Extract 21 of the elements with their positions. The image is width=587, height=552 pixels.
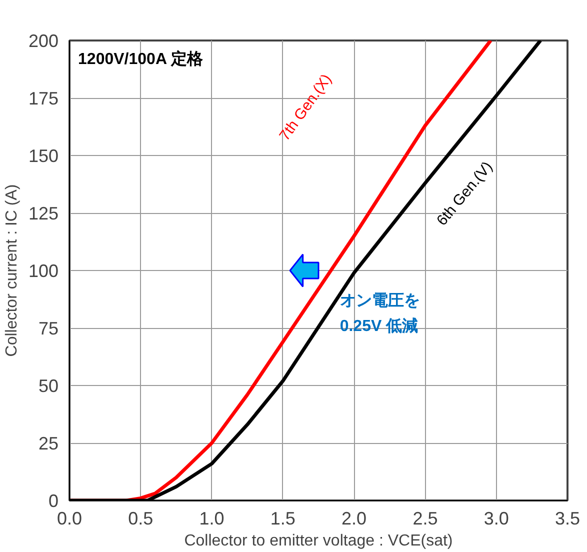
x-tick-label: 2.5 bbox=[412, 508, 438, 528]
y-tick-label: 150 bbox=[28, 146, 59, 166]
x-axis-title: Collector to emitter voltage : VCE(sat) bbox=[184, 532, 453, 550]
annotation: 1200V/100A 定格 bbox=[78, 50, 204, 68]
y-tick-label: 0 bbox=[48, 491, 59, 511]
x-tick-label: 1.5 bbox=[270, 508, 296, 528]
y-tick-label: 125 bbox=[28, 204, 59, 224]
x-tick-label: 2.0 bbox=[342, 508, 367, 528]
y-tick-label: 75 bbox=[38, 318, 59, 338]
x-tick-label: 0.5 bbox=[128, 508, 154, 528]
x-tick-label: 1.0 bbox=[199, 508, 224, 528]
x-tick-label: 3.5 bbox=[554, 508, 580, 528]
x-tick-label: 0.0 bbox=[56, 508, 82, 528]
y-tick-label: 25 bbox=[38, 434, 59, 454]
y-tick-label: 175 bbox=[28, 88, 59, 108]
y-tick-label: 200 bbox=[28, 31, 59, 51]
annotation: オン電圧を 0.25V 低減 bbox=[340, 291, 420, 335]
y-tick-label: 100 bbox=[28, 261, 59, 281]
y-axis-title: Collector current : IC (A) bbox=[3, 184, 20, 357]
y-tick-label: 50 bbox=[38, 376, 59, 396]
x-tick-label: 3.0 bbox=[484, 508, 509, 528]
